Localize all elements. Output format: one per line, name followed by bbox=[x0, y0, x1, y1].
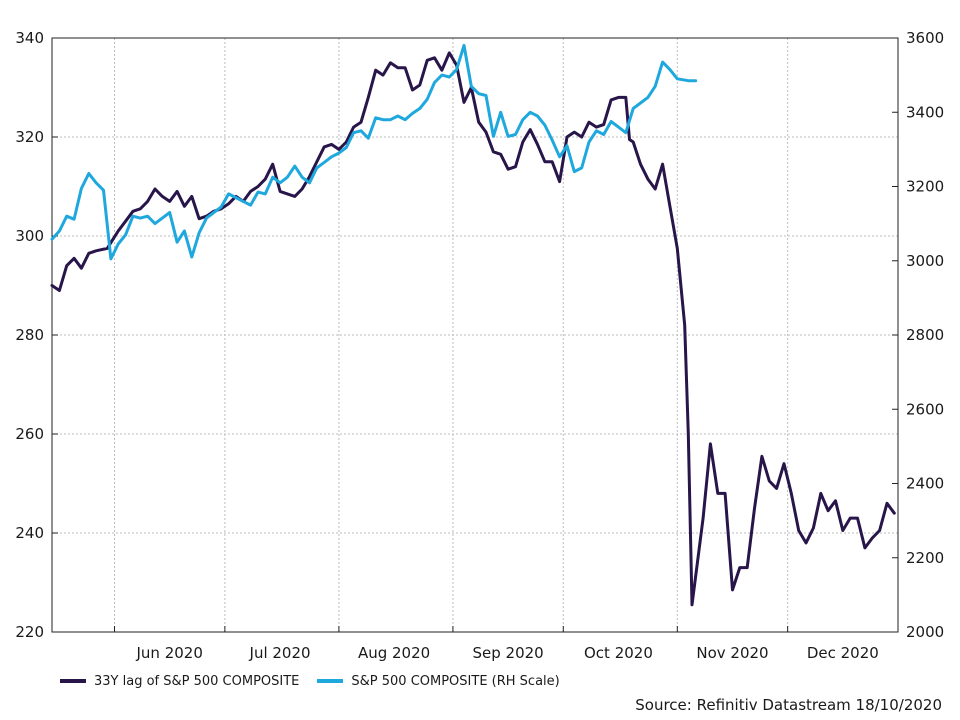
right-axis-ticks: 2000 2200 2400 2600 2800 3000 3200 3400 3600 bbox=[892, 29, 944, 641]
x-tick-label: Jul 2020 bbox=[249, 644, 311, 662]
x-tick-label: Nov 2020 bbox=[696, 644, 768, 662]
right-tick-label: 2000 bbox=[906, 623, 944, 641]
legend-item-lagged: 33Y lag of S&P 500 COMPOSITE bbox=[60, 674, 299, 689]
left-tick-label: 280 bbox=[15, 326, 44, 344]
legend-label-lagged: 33Y lag of S&P 500 COMPOSITE bbox=[94, 673, 300, 689]
right-tick-label: 2600 bbox=[906, 400, 944, 418]
legend-item-sp500: S&P 500 COMPOSITE (RH Scale) bbox=[317, 673, 560, 689]
right-tick-label: 3000 bbox=[906, 252, 944, 270]
source-note: Source: Refinitiv Datastream 18/10/2020 bbox=[635, 696, 942, 714]
left-tick-label: 240 bbox=[15, 524, 44, 542]
legend: 33Y lag of S&P 500 COMPOSITE S&P 500 COM… bbox=[60, 670, 578, 692]
horizontal-gridlines bbox=[52, 136, 898, 534]
left-tick-label: 300 bbox=[15, 227, 44, 245]
left-tick-label: 340 bbox=[15, 29, 44, 47]
right-tick-label: 3600 bbox=[906, 29, 944, 47]
vertical-gridlines bbox=[114, 38, 789, 632]
right-tick-label: 2200 bbox=[906, 549, 944, 567]
right-tick-label: 2800 bbox=[906, 326, 944, 344]
x-tick-label: Jun 2020 bbox=[136, 644, 203, 662]
right-tick-label: 3200 bbox=[906, 178, 944, 196]
x-tick-label: Aug 2020 bbox=[358, 644, 430, 662]
legend-swatch-sp500 bbox=[317, 679, 344, 683]
left-tick-label: 260 bbox=[15, 425, 44, 443]
plot-area-frame bbox=[51, 37, 899, 633]
right-tick-label: 3400 bbox=[906, 103, 944, 121]
x-axis-ticks: Jun 2020 Jul 2020 Aug 2020 Sep 2020 Oct 2020… bbox=[114, 626, 879, 662]
left-tick-label: 220 bbox=[15, 623, 44, 641]
series-line-lagged bbox=[50, 51, 896, 607]
x-tick-label: Oct 2020 bbox=[584, 644, 653, 662]
right-tick-label: 2400 bbox=[906, 475, 944, 493]
x-tick-label: Dec 2020 bbox=[807, 644, 879, 662]
series-layer bbox=[50, 43, 896, 607]
x-tick-label: Sep 2020 bbox=[472, 644, 543, 662]
series-line-sp500 bbox=[50, 43, 698, 261]
legend-label-sp500: S&P 500 COMPOSITE (RH Scale) bbox=[351, 673, 560, 689]
legend-swatch-lagged bbox=[60, 679, 86, 683]
left-axis-ticks: 220 240 260 280 300 320 340 bbox=[15, 29, 58, 641]
left-tick-label: 320 bbox=[15, 128, 44, 146]
